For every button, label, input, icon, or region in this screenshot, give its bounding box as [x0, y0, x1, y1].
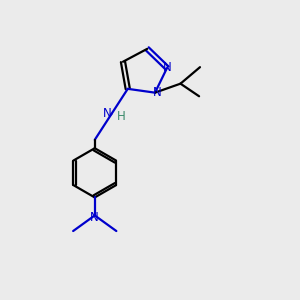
Text: N: N — [163, 61, 171, 74]
Text: N: N — [103, 107, 112, 120]
Text: H: H — [116, 110, 125, 123]
Text: N: N — [90, 211, 99, 224]
Text: N: N — [152, 86, 161, 99]
